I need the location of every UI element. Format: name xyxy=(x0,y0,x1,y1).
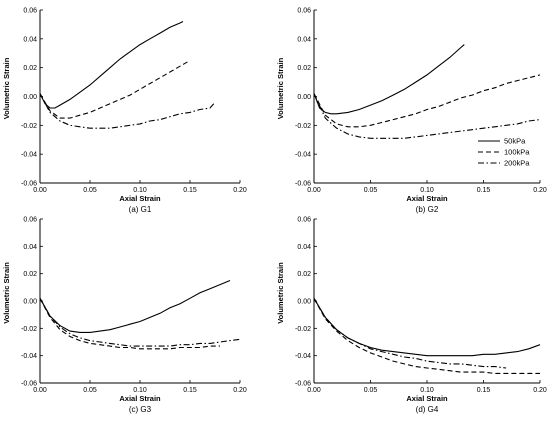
chart-panel-4: -0.06 -0.04 -0.02 0.00 0.02 0.04 0.06 0.00 0.05 0… xyxy=(276,217,547,415)
y-axis-label: Volumetric Strain xyxy=(276,262,285,324)
series-line-dash xyxy=(39,298,220,350)
chart-panel-1: -0.06 -0.04 -0.02 0.00 0.02 0.04 0.06 0.00 0.05 0… xyxy=(2,8,247,215)
y-tick-label: 0.00 xyxy=(297,299,311,306)
y-tick-label: -0.04 xyxy=(295,152,311,159)
y-axis-label: Volumetric Strain xyxy=(2,262,11,324)
legend-entry: 50kPa xyxy=(504,137,526,146)
series-line-solid xyxy=(39,279,231,333)
series-line-solid xyxy=(39,21,184,109)
y-tick-label: 0.06 xyxy=(297,217,311,224)
x-tick-label: 0.10 xyxy=(133,187,147,194)
y-tick-label: 0.06 xyxy=(23,8,37,15)
y-tick-label: -0.06 xyxy=(21,181,37,188)
series-line-dash xyxy=(313,74,541,128)
legend: 50kPa 100kPa 200kPa xyxy=(478,137,530,168)
x-tick-label: 0.10 xyxy=(420,187,434,194)
panel-caption: (a) G1 xyxy=(129,205,152,214)
x-tick-label: 0.20 xyxy=(233,187,247,194)
x-tick-label: 0.15 xyxy=(477,187,491,194)
x-tick-label: 0.05 xyxy=(364,187,378,194)
x-tick-label: 0.05 xyxy=(364,387,378,394)
y-tick-label: -0.06 xyxy=(295,381,311,388)
y-tick-label: 0.00 xyxy=(23,299,37,306)
y-axis-label: Volumetric Strain xyxy=(276,57,285,119)
y-tick-label: -0.06 xyxy=(295,181,311,188)
y-tick-label: 0.02 xyxy=(297,271,311,278)
chart-panel-2: -0.06 -0.04 -0.02 0.00 0.02 0.04 0.06 0.00 0.05 0… xyxy=(276,8,547,215)
x-tick-label: 0.15 xyxy=(183,187,197,194)
y-tick-label: -0.02 xyxy=(295,326,311,333)
x-tick-label: 0.00 xyxy=(33,187,47,194)
y-tick-label: 0.04 xyxy=(23,244,37,251)
x-axis-label: Axial Strain xyxy=(119,394,161,403)
series-line-dash xyxy=(39,60,191,119)
x-tick-label: 0.20 xyxy=(533,187,547,194)
series-line-solid xyxy=(313,298,541,357)
x-tick-label: 0.15 xyxy=(477,387,491,394)
series-line-dashdot xyxy=(39,93,216,129)
y-tick-label: -0.02 xyxy=(21,326,37,333)
y-tick-label: 0.00 xyxy=(297,94,311,101)
y-tick-label: -0.04 xyxy=(295,353,311,360)
y-tick-label: 0.02 xyxy=(23,271,37,278)
series-line-dashdot xyxy=(39,298,241,347)
y-tick-label: -0.02 xyxy=(295,123,311,130)
y-tick-label: 0.04 xyxy=(297,36,311,43)
x-tick-label: 0.15 xyxy=(183,387,197,394)
x-tick-label: 0.10 xyxy=(420,387,434,394)
y-tick-label: 0.02 xyxy=(23,65,37,72)
legend-entry: 200kPa xyxy=(504,159,530,168)
x-axis-label: Axial Strain xyxy=(119,194,161,203)
series-line-dashdot xyxy=(313,93,541,139)
x-tick-label: 0.20 xyxy=(533,387,547,394)
y-tick-label: -0.04 xyxy=(21,152,37,159)
y-tick-label: 0.04 xyxy=(297,244,311,251)
x-tick-label: 0.00 xyxy=(307,387,321,394)
y-tick-label: -0.02 xyxy=(21,123,37,130)
y-tick-label: 0.02 xyxy=(297,65,311,72)
x-tick-label: 0.05 xyxy=(83,187,97,194)
x-tick-label: 0.05 xyxy=(83,387,97,394)
series-line-dash xyxy=(313,298,540,374)
panel-caption: (b) G2 xyxy=(416,205,439,214)
legend-entry: 100kPa xyxy=(504,148,530,157)
x-tick-label: 0.00 xyxy=(307,187,321,194)
x-tick-label: 0.10 xyxy=(133,387,147,394)
y-tick-label: 0.00 xyxy=(23,94,37,101)
series-line-dashdot xyxy=(313,298,507,369)
y-tick-label: -0.04 xyxy=(21,353,37,360)
series-line-solid xyxy=(313,44,465,115)
y-tick-label: 0.04 xyxy=(23,36,37,43)
y-tick-label: -0.06 xyxy=(21,381,37,388)
y-tick-label: 0.06 xyxy=(23,217,37,224)
x-tick-label: 0.20 xyxy=(233,387,247,394)
x-tick-label: 0.00 xyxy=(33,387,47,394)
panel-caption: (c) G3 xyxy=(129,405,152,414)
chart-panel-3: -0.06 -0.04 -0.02 0.00 0.02 0.04 0.06 0.00 0.05 0… xyxy=(2,217,247,415)
panel-caption: (d) G4 xyxy=(416,405,439,414)
y-axis-label: Volumetric Strain xyxy=(2,57,11,119)
y-tick-label: 0.06 xyxy=(297,8,311,15)
x-axis-label: Axial Strain xyxy=(406,194,448,203)
x-axis-label: Axial Strain xyxy=(406,394,448,403)
